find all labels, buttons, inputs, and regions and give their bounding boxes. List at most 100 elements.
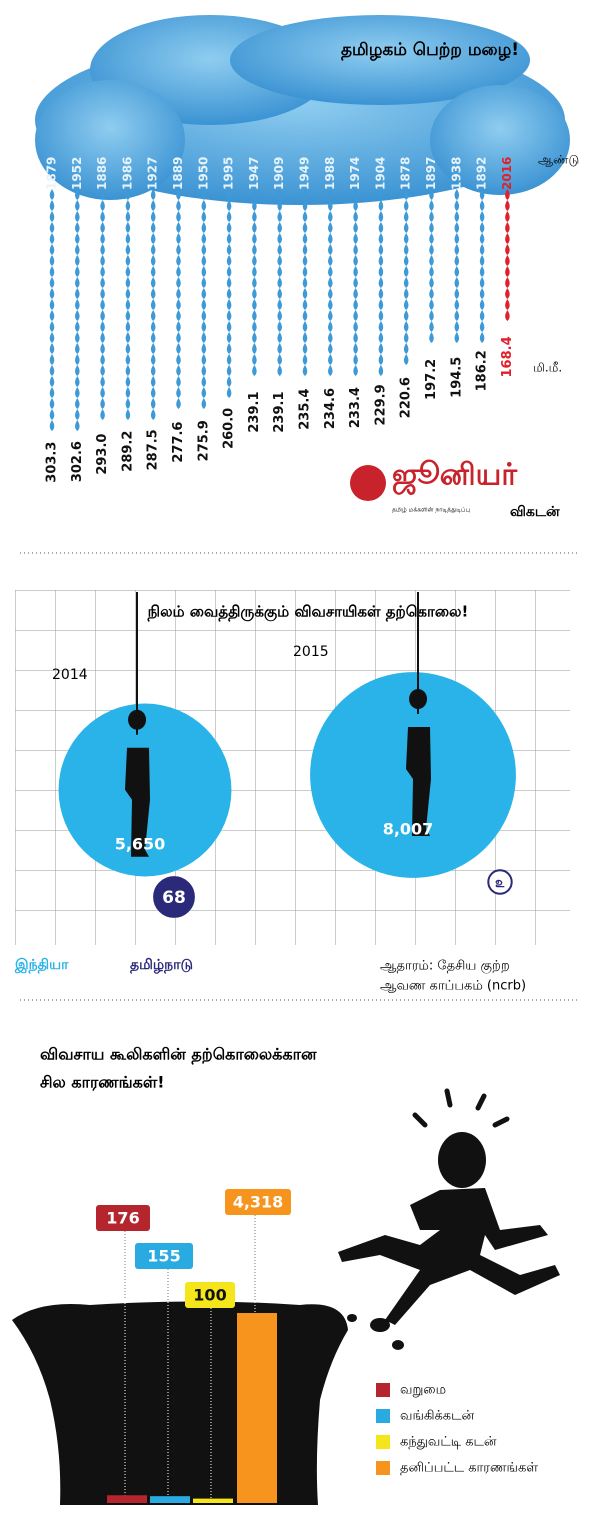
raindrop: [252, 354, 257, 365]
drop-column: [403, 189, 409, 365]
raindrop: [302, 332, 308, 343]
value-label: 5,650: [115, 835, 166, 854]
raindrop: [479, 299, 485, 310]
raindrop: [226, 332, 232, 343]
value-label: 197.2: [424, 359, 439, 400]
raindrop: [277, 299, 282, 310]
raindrop: [277, 332, 282, 343]
year-label: 2016: [500, 157, 514, 190]
raindrop: [226, 321, 232, 332]
raindrop: [454, 211, 460, 222]
raindrop: [277, 189, 282, 200]
raindrop: [479, 211, 485, 222]
raindrop: [125, 288, 131, 299]
raindrop: [505, 189, 510, 200]
raindrop: [353, 310, 358, 321]
raindrop: [125, 310, 131, 321]
raindrop: [100, 376, 105, 387]
value-label: 155: [147, 1247, 180, 1266]
year-label: 1889: [171, 157, 185, 190]
raindrop: [49, 354, 55, 365]
source-note: ஆவண காப்பகம் (ncrb): [380, 979, 526, 994]
bubble: [487, 869, 513, 895]
raindrop: [454, 288, 460, 299]
raindrop: [125, 200, 131, 211]
raindrop: [454, 222, 460, 233]
running-figure: [338, 1088, 560, 1350]
raindrop: [378, 222, 384, 233]
raindrop: [479, 244, 485, 255]
raindrop: [176, 288, 181, 299]
logo-tagline: தமிழ் மக்களின் நாடித்துடிப்பு: [392, 507, 470, 514]
raindrop: [176, 398, 181, 409]
raindrop: [75, 233, 80, 244]
raindrop: [150, 343, 156, 354]
raindrop: [328, 222, 333, 233]
raindrop: [328, 233, 333, 244]
drop-column: [277, 189, 282, 376]
drop-column: [353, 189, 358, 376]
raindrop: [176, 233, 181, 244]
raindrop: [353, 255, 358, 266]
raindrop: [125, 277, 131, 288]
raindrop: [479, 189, 485, 200]
raindrop: [49, 266, 55, 277]
raindrop: [302, 189, 308, 200]
raindrop: [403, 233, 409, 244]
raindrop: [328, 299, 333, 310]
raindrop: [49, 200, 55, 211]
raindrop: [201, 310, 207, 321]
raindrop: [277, 354, 282, 365]
chart-title: தமிழகம் பெற்ற மழை!: [341, 40, 519, 60]
raindrop: [429, 233, 434, 244]
raindrop: [226, 365, 232, 376]
raindrop: [75, 255, 80, 266]
raindrop: [302, 354, 308, 365]
raindrop: [328, 200, 333, 211]
raindrop: [277, 288, 282, 299]
raindrop: [252, 332, 257, 343]
raindrop: [125, 222, 131, 233]
raindrop: [328, 288, 333, 299]
raindrop: [378, 255, 384, 266]
raindrop: [403, 288, 409, 299]
raindrop: [252, 365, 257, 376]
raindrop: [226, 189, 232, 200]
raindrop: [378, 211, 384, 222]
year-label: 2015: [293, 644, 329, 660]
chart-title: நிலம் வைத்திருக்கும் விவசாயிகள் தற்கொலை!: [147, 603, 469, 622]
value-label: 239.1: [247, 391, 262, 432]
raindrop: [49, 255, 55, 266]
drop-column: [176, 189, 181, 409]
raindrop: [226, 211, 232, 222]
raindrop: [176, 332, 181, 343]
raindrop: [150, 255, 156, 266]
year-label: 1986: [120, 157, 134, 190]
raindrop: [150, 376, 156, 387]
raindrop: [277, 233, 282, 244]
raindrop: [100, 200, 105, 211]
raindrop: [454, 332, 460, 343]
raindrop: [378, 332, 384, 343]
raindrop: [378, 343, 384, 354]
drop-column: [49, 189, 55, 431]
value-label: 235.4: [298, 389, 313, 430]
value-label: 287.5: [146, 429, 161, 470]
raindrop: [75, 420, 80, 431]
raindrop: [479, 200, 485, 211]
raindrop: [353, 365, 358, 376]
raindrop: [403, 266, 409, 277]
year-label: 1879: [45, 157, 59, 190]
raindrop: [201, 222, 207, 233]
label-box: [185, 1282, 235, 1308]
raindrop: [505, 277, 510, 288]
raindrop: [150, 409, 156, 420]
raindrop: [201, 277, 207, 288]
raindrop: [353, 233, 358, 244]
raindrop: [176, 189, 181, 200]
year-label: 1938: [449, 157, 463, 190]
value-label: 186.2: [475, 350, 490, 391]
value-label: 100: [193, 1286, 226, 1305]
raindrop: [302, 266, 308, 277]
value-label: 194.5: [449, 357, 464, 398]
